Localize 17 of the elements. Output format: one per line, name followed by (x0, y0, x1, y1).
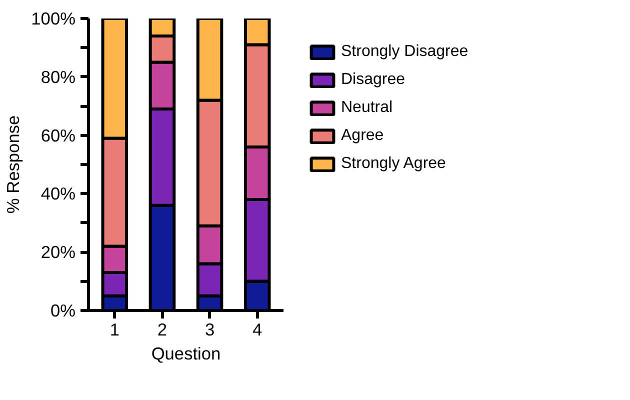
x-tick-label: 4 (252, 320, 263, 340)
legend-label: Strongly Agree (341, 155, 446, 173)
x-axis-title: Question (151, 344, 221, 364)
y-tick-label: 20% (40, 242, 76, 262)
y-tick-label: 0% (50, 300, 76, 320)
legend-label: Neutral (341, 99, 393, 117)
x-tick-label: 3 (204, 320, 215, 340)
legend-label: Strongly Disagree (341, 43, 468, 61)
y-tick-label: 80% (40, 66, 76, 87)
x-tick-label: 2 (157, 320, 168, 340)
x-tick-label: 1 (110, 320, 120, 340)
legend-label: Agree (341, 127, 384, 145)
y-axis-title: % Response (3, 115, 24, 214)
y-tick-label: 100% (31, 8, 76, 28)
y-tick-label: 60% (40, 125, 76, 146)
y-tick-label: 40% (40, 184, 76, 204)
legend-label: Disagree (341, 71, 406, 89)
